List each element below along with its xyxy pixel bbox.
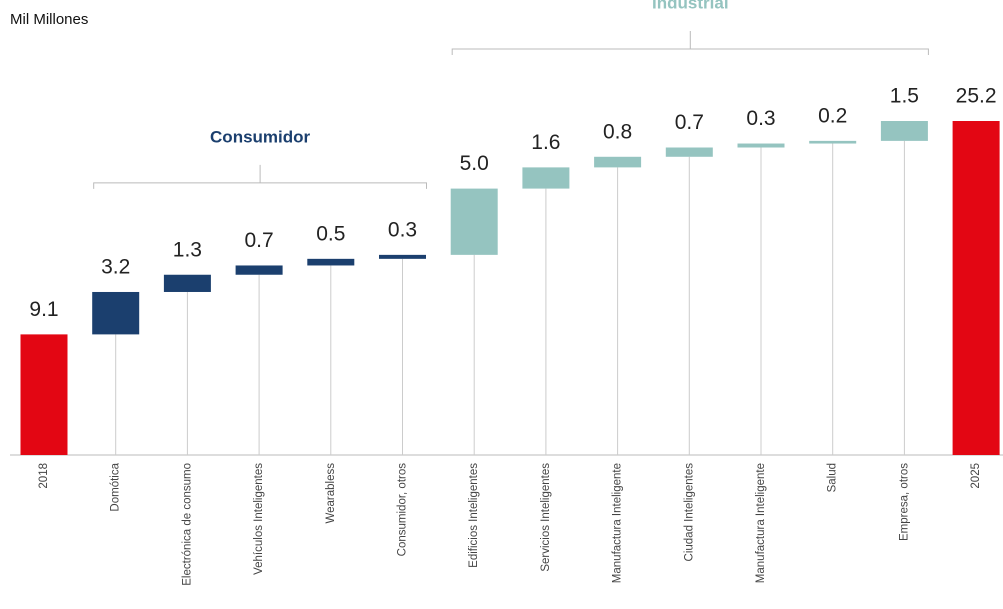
value-label: 0.5 (316, 222, 345, 245)
bar (522, 167, 570, 189)
x-tick-label: Consumidor, otros (397, 463, 409, 557)
bar (20, 334, 68, 455)
x-tick-label: 2025 (970, 463, 982, 489)
bar (450, 188, 498, 255)
x-tick-label: Electrónica de consumo (181, 463, 193, 586)
x-tick-label: Vehículos Inteligentes (253, 463, 265, 575)
x-tick-label: 2018 (38, 463, 50, 489)
bar (737, 143, 785, 148)
value-label: 1.6 (531, 131, 560, 154)
bar (235, 265, 283, 275)
value-label: 1.5 (890, 85, 919, 108)
bar (92, 291, 140, 335)
group-label: Industrial (652, 0, 729, 12)
x-tick-label: Servicios Inteligentes (540, 463, 552, 572)
value-label: 25.2 (956, 85, 997, 108)
bar (307, 258, 355, 266)
x-tick-label: Domótica (110, 462, 122, 511)
value-label: 1.3 (173, 238, 202, 261)
value-label: 0.8 (603, 120, 632, 143)
bar (163, 274, 211, 292)
value-label: 0.7 (675, 111, 704, 134)
bar (809, 140, 857, 144)
chart-title: Mil Millones (10, 11, 88, 28)
value-label: 0.7 (244, 229, 273, 252)
group-label: Consumidor (210, 127, 310, 146)
x-tick-label: Salud (827, 463, 839, 492)
value-label: 3.2 (101, 256, 130, 279)
x-tick-label: Wearabless (325, 463, 337, 524)
x-tick-label: Edificios Inteligentes (468, 463, 480, 568)
group-bracket (451, 31, 929, 55)
value-label: 5.0 (460, 152, 489, 175)
bar (594, 156, 642, 168)
bar (665, 147, 713, 157)
bar (379, 254, 426, 259)
bar (952, 121, 1000, 455)
bar (880, 121, 928, 141)
x-tick-label: Manufactura Inteligente (755, 463, 767, 583)
x-tick-label: Empresa, otros (898, 463, 910, 541)
x-tick-label: Ciudad Inteligentes (683, 463, 695, 562)
value-label: 0.2 (818, 104, 847, 127)
value-label: 0.3 (388, 218, 417, 241)
group-bracket (93, 164, 427, 189)
x-tick-label: Manufactura Inteligente (612, 463, 624, 583)
value-label: 9.1 (29, 298, 58, 321)
value-label: 0.3 (746, 107, 775, 130)
